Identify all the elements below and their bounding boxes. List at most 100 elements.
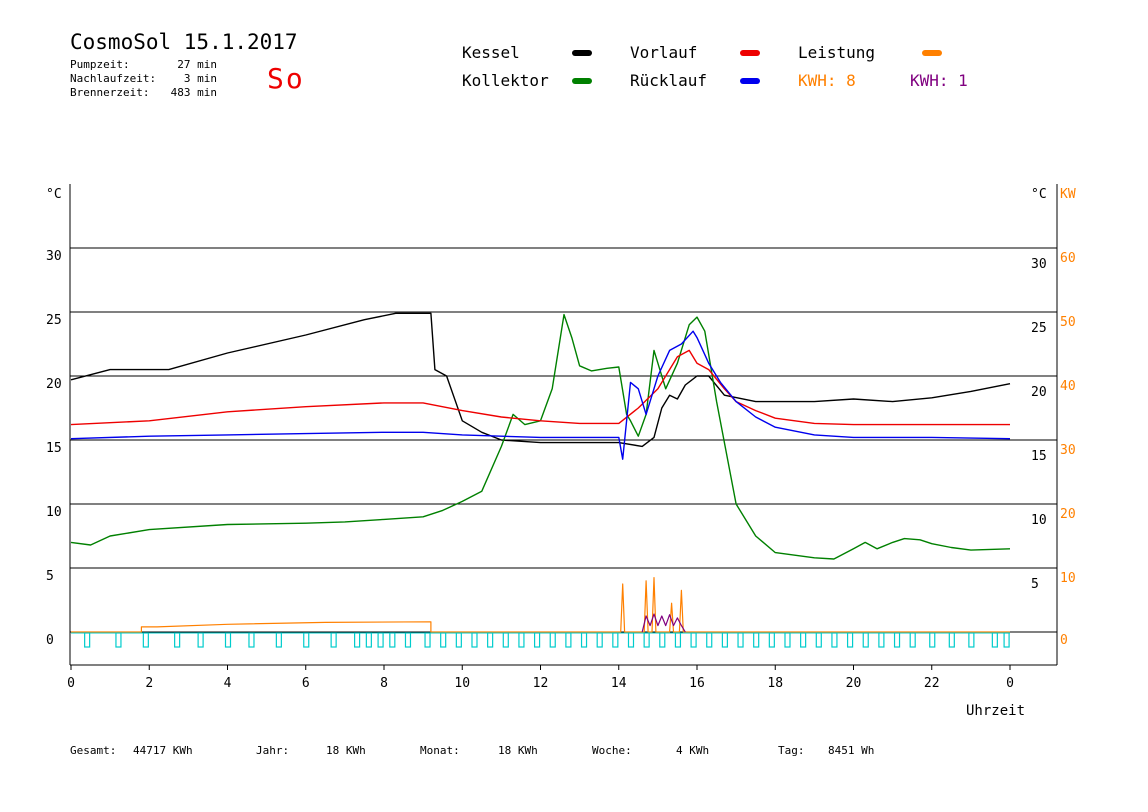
x-tick-label: 2 xyxy=(145,676,153,691)
day-value: 8451 Wh xyxy=(828,744,875,757)
pump-marker xyxy=(533,632,541,648)
pump-marker xyxy=(224,632,232,648)
pump-marker xyxy=(768,632,775,648)
pump-marker xyxy=(565,632,572,648)
y-tick-label-left: 15 xyxy=(46,441,62,456)
legend-kwh-solar: KWH: 8 xyxy=(798,71,856,90)
y-tick-label-left: 5 xyxy=(46,569,54,584)
y-tick-label-power: 20 xyxy=(1060,507,1076,522)
pump-marker xyxy=(815,632,822,648)
y-axis-unit-power: KW xyxy=(1060,187,1076,202)
y-tick-label-right: 5 xyxy=(1031,577,1039,592)
legend-swatch-leistung xyxy=(922,50,942,56)
year-label: Jahr: xyxy=(256,744,290,757)
pump-marker xyxy=(377,632,384,648)
legend-label-kessel: Kessel xyxy=(462,43,520,62)
pump-marker xyxy=(948,632,955,648)
weekday-label: So xyxy=(267,62,305,95)
series-line-vorlauf xyxy=(70,349,1010,426)
y-tick-label-left: 10 xyxy=(46,505,62,520)
series-line-leistung xyxy=(71,576,1010,633)
pump-marker xyxy=(878,632,885,648)
series-line-leistungbrenner xyxy=(641,613,686,633)
pump-marker xyxy=(580,632,588,648)
page-title: CosmoSol 15.1.2017 xyxy=(70,30,298,54)
legend-label-kollektor: Kollektor xyxy=(462,71,549,90)
x-tick-label: 6 xyxy=(302,676,310,691)
legend-swatch-ruecklauf xyxy=(740,78,760,84)
x-tick-label: 8 xyxy=(380,676,388,691)
stat-value-nachlaufzeit: 3 min xyxy=(183,72,217,85)
pump-marker xyxy=(365,632,372,648)
y-tick-label-right: 10 xyxy=(1031,513,1047,528)
x-tick-label: 0 xyxy=(1006,676,1014,691)
pump-marker xyxy=(800,632,807,648)
series-line-kollektor xyxy=(70,313,1011,560)
x-tick-label: 14 xyxy=(611,676,627,691)
legend-swatch-kollektor xyxy=(572,78,592,84)
legend-swatch-kessel xyxy=(572,50,592,56)
pump-marker xyxy=(909,632,916,648)
series-line-kessel xyxy=(70,312,1011,448)
pump-marker xyxy=(674,632,682,648)
x-tick-label: 22 xyxy=(924,676,940,691)
pump-marker xyxy=(84,632,91,648)
day-label: Tag: xyxy=(778,744,805,757)
x-tick-label: 18 xyxy=(767,676,783,691)
pump-marker xyxy=(1003,632,1010,648)
x-tick-label: 16 xyxy=(689,676,705,691)
legend-kwh-burner: KWH: 1 xyxy=(910,71,968,90)
legend-swatch-vorlauf xyxy=(740,50,760,56)
pump-marker xyxy=(471,632,478,648)
week-value: 4 KWh xyxy=(676,744,710,757)
pump-marker xyxy=(690,632,697,648)
y-tick-label-left: 25 xyxy=(46,313,62,328)
month-label: Monat: xyxy=(420,744,460,757)
x-tick-label: 12 xyxy=(533,676,549,691)
pump-marker xyxy=(893,632,901,648)
stat-value-pumpzeit: 27 min xyxy=(177,58,217,71)
total-value: 44717 KWh xyxy=(133,744,193,757)
pump-marker xyxy=(487,632,494,648)
y-tick-label-power: 50 xyxy=(1060,315,1076,330)
stat-label-nachlaufzeit: Nachlaufzeit: xyxy=(70,72,157,85)
pump-marker xyxy=(968,632,975,648)
pump-marker xyxy=(753,632,760,648)
legend-label-leistung: Leistung xyxy=(798,43,876,62)
pump-marker xyxy=(197,632,204,648)
pump-marker xyxy=(929,632,936,648)
pump-marker xyxy=(248,632,255,648)
y-tick-label-left: 30 xyxy=(46,249,62,264)
pump-marker xyxy=(549,632,556,648)
y-tick-label-right: 30 xyxy=(1031,257,1047,272)
legend-label-vorlauf: Vorlauf xyxy=(630,43,698,62)
pump-marker xyxy=(862,632,869,648)
pump-marker xyxy=(502,632,509,648)
pump-marker xyxy=(737,632,744,648)
pump-marker xyxy=(627,632,635,648)
pump-marker xyxy=(659,632,666,648)
y-tick-label-left: 20 xyxy=(46,377,62,392)
y-tick-label-right: 15 xyxy=(1031,449,1047,464)
pump-marker xyxy=(831,632,838,648)
pump-marker xyxy=(991,632,998,648)
pump-marker xyxy=(115,632,122,648)
year-value: 18 KWh xyxy=(326,744,366,757)
pump-marker xyxy=(706,632,713,648)
pump-marker xyxy=(389,632,396,648)
stat-value-brennerzeit: 483 min xyxy=(170,86,217,99)
series-line-rcklauf xyxy=(70,330,1011,460)
legend-label-ruecklauf: Rücklauf xyxy=(630,71,708,90)
pump-marker xyxy=(784,632,791,648)
pump-marker xyxy=(404,632,412,648)
y-axis-unit-right: °C xyxy=(1031,187,1047,202)
week-label: Woche: xyxy=(592,744,632,757)
x-tick-label: 4 xyxy=(224,676,232,691)
pump-marker xyxy=(424,632,431,648)
pump-marker xyxy=(440,632,447,648)
x-axis-label: Uhrzeit xyxy=(966,703,1025,719)
pump-marker xyxy=(643,632,650,648)
pump-marker xyxy=(354,632,361,648)
pump-marker xyxy=(455,632,462,648)
